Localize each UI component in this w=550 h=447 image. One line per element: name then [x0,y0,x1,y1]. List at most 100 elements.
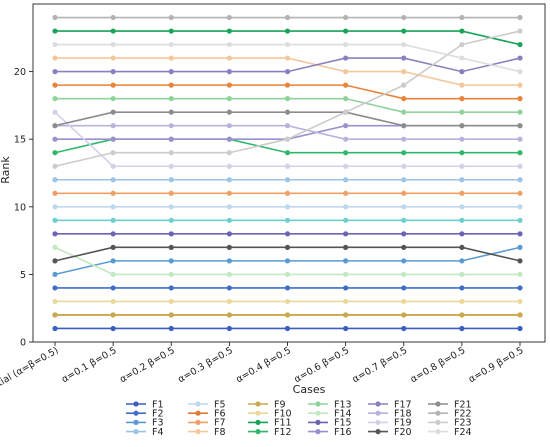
f2-point [226,285,232,291]
legend-entry-f13: F13 [308,399,352,410]
f13-point [517,109,523,115]
legend-label: F15 [334,418,352,429]
f16-point [226,136,232,142]
f11-point [459,28,465,34]
f16-point [110,136,116,142]
f2-point [52,285,58,291]
f13-point [110,96,116,102]
y-tick-label: 20 [14,67,26,78]
f14-point [52,244,58,250]
f12-point [343,150,349,156]
f13-point [226,96,232,102]
f14-point [343,271,349,277]
f14-point [110,271,116,277]
f14-point [401,271,407,277]
legend-label: F11 [274,418,292,429]
f19-point [343,163,349,169]
unlabeled-1-point [459,217,465,223]
legend-entry-f18: F18 [368,409,412,420]
f21-point [110,109,116,115]
legend-entry-f24: F24 [428,427,472,438]
f17-point [226,69,232,75]
f19-point [284,163,291,169]
f1-point [52,325,58,332]
legend-entry-f7: F7 [188,418,226,429]
f15-point [52,231,58,237]
f17-point [168,69,174,75]
f12-point [52,150,58,156]
unlabeled-2-point [284,82,291,88]
f19-point [168,163,174,169]
legend-swatch-marker [375,419,381,425]
plot-frame [32,3,546,343]
plot-lines [52,14,523,332]
f23-point [52,163,58,169]
f22-point [343,14,349,21]
legend-swatch-marker [255,419,261,425]
unlabeled-2-point [459,96,465,102]
legend-swatch-marker [195,401,201,407]
legend-swatch-marker [195,410,201,416]
y-tick-label: 0 [20,338,26,349]
f3-point [343,258,349,264]
y-tick-label: 10 [14,202,26,213]
f23-point [343,109,349,115]
f1-point [110,325,116,332]
f10-point [110,298,116,305]
legend-label: F9 [274,399,286,410]
f9-point [343,312,349,318]
f1-point [284,325,291,332]
f15-point [168,231,174,237]
f5-point [226,204,232,210]
f7-point [52,190,58,196]
unlabeled-1-point [401,217,407,223]
legend-swatch-marker [435,419,441,425]
legend-label: F21 [454,399,472,410]
y-axis: 0 5 10 15 20 [14,67,33,349]
f4-point [284,177,291,183]
legend-entry-f19: F19 [368,418,412,429]
f3-point [517,244,523,250]
plot-border [32,3,546,343]
f14-series [52,244,523,277]
f1-point [168,325,174,332]
f9-point [52,312,58,318]
f24-point [110,41,116,48]
f15-point [110,231,116,237]
unlabeled-2-point [52,82,58,88]
f3-point [168,258,174,264]
f19-point [226,163,232,169]
f9-point [401,312,407,318]
unlabeled-2-point [517,96,523,102]
f9-point [517,312,523,318]
f16-point [343,123,349,129]
legend-label: F24 [454,427,472,438]
f5-point [52,204,58,210]
x-axis-label: Cases [293,383,326,396]
f3-series [52,244,523,277]
legend-label: F8 [214,427,226,438]
f17-point [110,69,116,75]
f2-point [401,285,407,291]
f22-series [52,14,523,21]
legend-entry-f16: F16 [308,427,352,438]
f11-point [110,28,116,34]
f13-point [401,109,407,115]
f1-point [343,325,349,332]
f5-point [401,204,407,210]
f2-series [52,285,523,291]
f5-point [517,204,523,210]
legend-label: F10 [274,409,292,420]
f7-point [168,190,174,196]
f19-point [52,109,58,115]
f2-point [284,285,291,291]
f7-point [226,190,232,196]
f8-point [284,55,291,61]
f11-series [52,28,523,48]
f23-point [110,150,116,156]
f15-point [517,231,523,237]
unlabeled-1-point [284,217,291,223]
f24-series [52,41,523,75]
f8-point [517,82,523,88]
legend-swatch-marker [133,429,139,435]
